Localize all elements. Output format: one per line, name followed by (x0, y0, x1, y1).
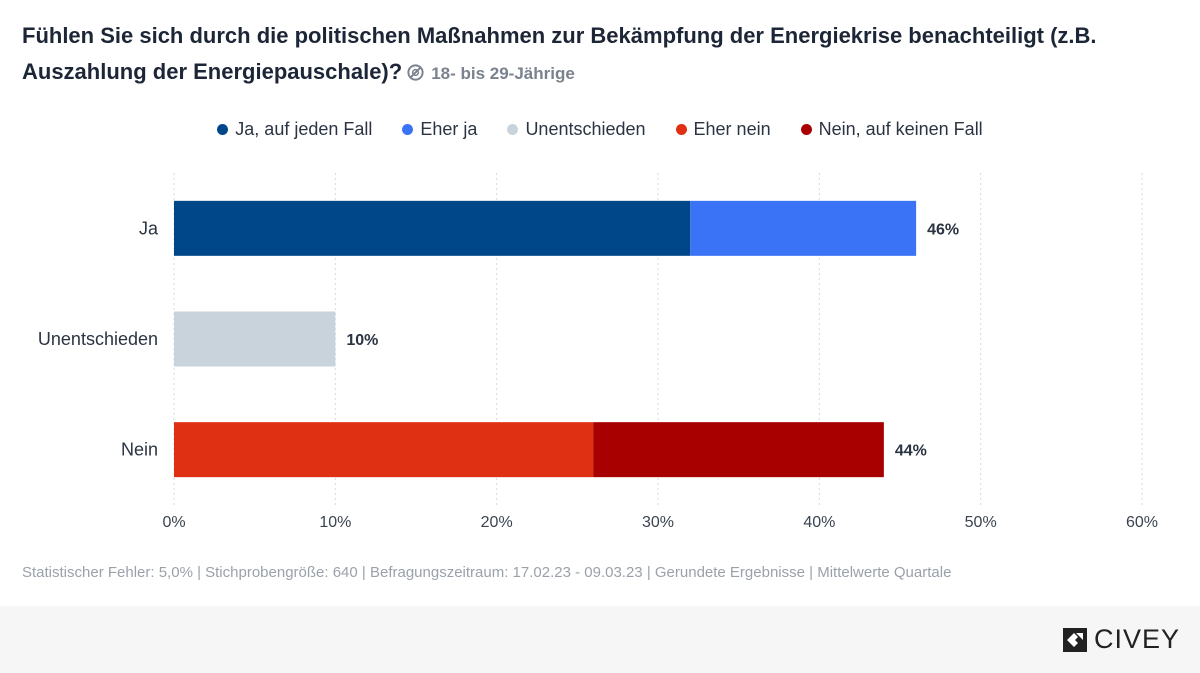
x-tick-label: 30% (642, 514, 674, 531)
bar-segment (690, 200, 917, 256)
bar-total-label: 10% (346, 332, 378, 349)
civey-logo-icon (1062, 627, 1087, 652)
chart-title-text: Fühlen Sie sich durch die politischen Ma… (22, 23, 1097, 84)
subgroup-label: 18- bis 29-Jährige (431, 64, 575, 83)
bar-segment (174, 311, 336, 367)
legend-item-4[interactable]: Nein, auf keinen Fall (800, 119, 983, 140)
legend-dot-icon (507, 124, 519, 135)
legend-dot-icon (800, 124, 812, 135)
chart-title: Fühlen Sie sich durch die politischen Ma… (22, 18, 1172, 92)
x-tick-label: 50% (965, 514, 997, 531)
chart-legend: Ja, auf jeden Fall Eher ja Unentschieden Eh… (0, 119, 1200, 140)
x-tick-label: 10% (319, 514, 351, 531)
legend-item-2[interactable]: Unentschieden (507, 119, 646, 140)
bar-total-label: 44% (895, 443, 927, 460)
legend-item-3[interactable]: Eher nein (675, 119, 771, 140)
y-category-label: Unentschieden (38, 329, 158, 349)
legend-label: Ja, auf jeden Fall (235, 119, 373, 139)
subgroup-icon (407, 64, 424, 81)
legend-label: Unentschieden (525, 119, 646, 139)
x-tick-label: 0% (162, 514, 185, 531)
x-tick-label: 60% (1126, 514, 1158, 531)
x-tick-label: 40% (803, 514, 835, 531)
legend-dot-icon (402, 124, 414, 135)
legend-label: Eher ja (420, 119, 478, 139)
x-tick-label: 20% (481, 514, 513, 531)
legend-item-1[interactable]: Eher ja (402, 119, 477, 140)
footer-bar: CIVEY (0, 606, 1200, 673)
bar-segment (174, 200, 691, 256)
civey-logo-text: CIVEY (1093, 624, 1180, 654)
bar-segment (593, 422, 884, 478)
bar-total-label: 46% (927, 221, 959, 238)
y-category-label: Ja (139, 218, 159, 238)
legend-label: Eher nein (693, 119, 771, 139)
bar-chart: 0% 10% 20% 30% 40% 50% 60% Ja 46% Unentschieden 10… (38, 173, 1158, 531)
civey-logo[interactable]: CIVEY (1062, 624, 1180, 655)
footnote: Statistischer Fehler: 5,0% | Stichproben… (22, 564, 952, 581)
legend-item-0[interactable]: Ja, auf jeden Fall (217, 119, 372, 140)
legend-dot-icon (675, 124, 687, 135)
y-category-label: Nein (121, 440, 158, 460)
legend-label: Nein, auf keinen Fall (818, 119, 983, 139)
subgroup-filter[interactable]: 18- bis 29-Jährige (402, 64, 575, 83)
legend-dot-icon (217, 124, 229, 135)
bar-segment (174, 422, 594, 478)
